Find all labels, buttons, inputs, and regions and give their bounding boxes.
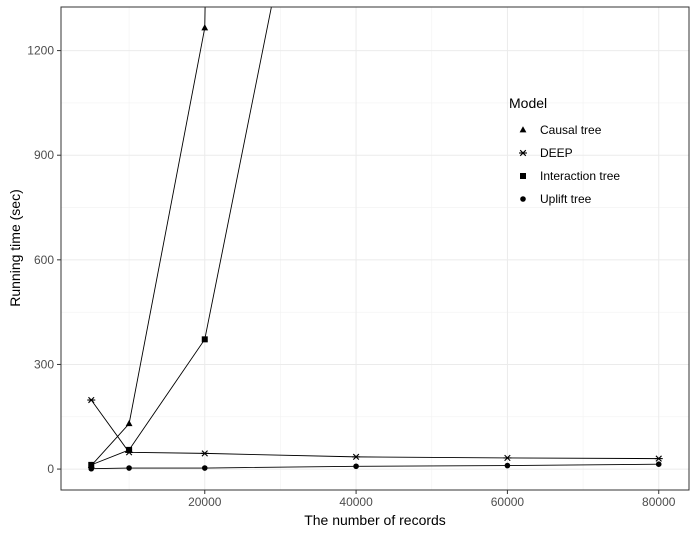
- series-line-uplift-tree: [91, 463, 659, 470]
- y-tick-label: 600: [34, 253, 54, 267]
- x-tick-label: 60000: [491, 495, 525, 509]
- y-tick-label: 300: [34, 357, 54, 371]
- y-tick-label: 900: [34, 148, 54, 162]
- legend-key-interaction-tree: [520, 173, 526, 179]
- x-tick-label: 20000: [188, 495, 222, 509]
- point-uplift-tree: [655, 461, 662, 467]
- point-uplift-tree: [88, 465, 95, 472]
- y-tick-label: 0: [47, 462, 54, 476]
- point-deep: [654, 455, 663, 462]
- legend-key-uplift-tree: [520, 196, 526, 202]
- point-interaction-tree: [126, 446, 133, 453]
- point-uplift-tree: [353, 463, 359, 470]
- point-deep: [200, 450, 209, 457]
- legend-label-uplift-tree: Uplift tree: [540, 192, 592, 206]
- grid-lines: [61, 7, 689, 490]
- series-line-deep: [90, 399, 659, 460]
- plot-panel-border: [60, 6, 690, 491]
- series-layer: [87, 7, 663, 472]
- series-line-interaction-tree: [91, 7, 272, 466]
- point-deep: [503, 454, 512, 462]
- x-axis-title: The number of records: [304, 512, 446, 528]
- legend-title: Model: [509, 95, 547, 111]
- point-uplift-tree: [504, 462, 511, 469]
- series-line-causal-tree: [90, 7, 206, 466]
- x-tick-label: 80000: [642, 495, 676, 509]
- legend: Model Causal tree DEEP Interaction tree Upl…: [509, 95, 620, 206]
- point-deep: [87, 396, 96, 404]
- legend-label-interaction-tree: Interaction tree: [540, 169, 620, 183]
- y-tick-label: 1200: [27, 44, 54, 58]
- point-deep: [352, 453, 361, 461]
- legend-label-deep: DEEP: [540, 146, 573, 160]
- x-tick-label: 40000: [339, 495, 373, 509]
- legend-key-deep: [519, 149, 527, 157]
- point-causal-tree: [201, 24, 209, 31]
- point-uplift-tree: [126, 465, 132, 471]
- point-interaction-tree: [201, 336, 208, 343]
- axes: 20000 40000 60000 80000 0 300 600 900 1200: [27, 44, 675, 509]
- y-axis-title: Running time (sec): [7, 189, 23, 307]
- legend-key-causal-tree: [519, 126, 527, 133]
- point-uplift-tree: [201, 465, 208, 471]
- point-causal-tree: [125, 419, 133, 427]
- legend-label-causal-tree: Causal tree: [540, 123, 602, 137]
- point-interaction-tree: [88, 461, 95, 468]
